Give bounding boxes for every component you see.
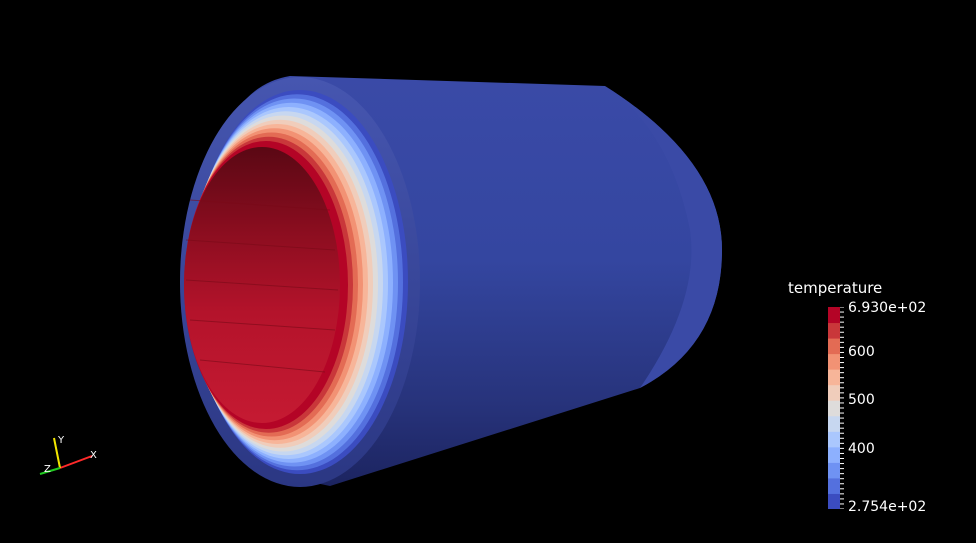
scalar-bar-band bbox=[828, 369, 840, 386]
bore-facets bbox=[185, 199, 339, 373]
scalar-bar-band bbox=[828, 431, 840, 448]
scalar-bar-min-label: 2.754e+02 bbox=[848, 499, 927, 515]
scalar-bar-title: temperature bbox=[788, 279, 883, 297]
scalar-bar-band bbox=[828, 477, 840, 494]
orientation-axes bbox=[39, 437, 93, 475]
axis-x-label: X bbox=[90, 450, 97, 461]
axis-x-line bbox=[59, 455, 93, 469]
scalar-bar-tick-label: 600 bbox=[848, 343, 875, 360]
scalar-bar-band bbox=[828, 322, 840, 339]
scalar-bar-band bbox=[828, 415, 840, 432]
scalar-bar-tick-label: 500 bbox=[848, 392, 875, 409]
axis-y-label: Y bbox=[58, 435, 65, 446]
scalar-bar[interactable] bbox=[828, 307, 858, 509]
scalar-bar-band bbox=[828, 307, 840, 324]
scalar-bar-band bbox=[828, 400, 840, 417]
scalar-bar-band bbox=[828, 446, 840, 463]
scalar-bar-band bbox=[828, 493, 840, 509]
axis-z-line bbox=[39, 467, 61, 475]
scalar-bar-tick-label: 400 bbox=[848, 440, 875, 457]
scalar-bar-max-label: 6.930e+02 bbox=[848, 300, 927, 316]
scalar-bar-band bbox=[828, 462, 840, 479]
scalar-bar-band bbox=[828, 353, 840, 370]
scalar-bar-band bbox=[828, 384, 840, 401]
axis-y-line bbox=[53, 437, 61, 469]
scalar-bar-band bbox=[828, 338, 840, 355]
axis-z-label: Z bbox=[44, 464, 51, 475]
cylinder-end-cap bbox=[605, 86, 722, 388]
